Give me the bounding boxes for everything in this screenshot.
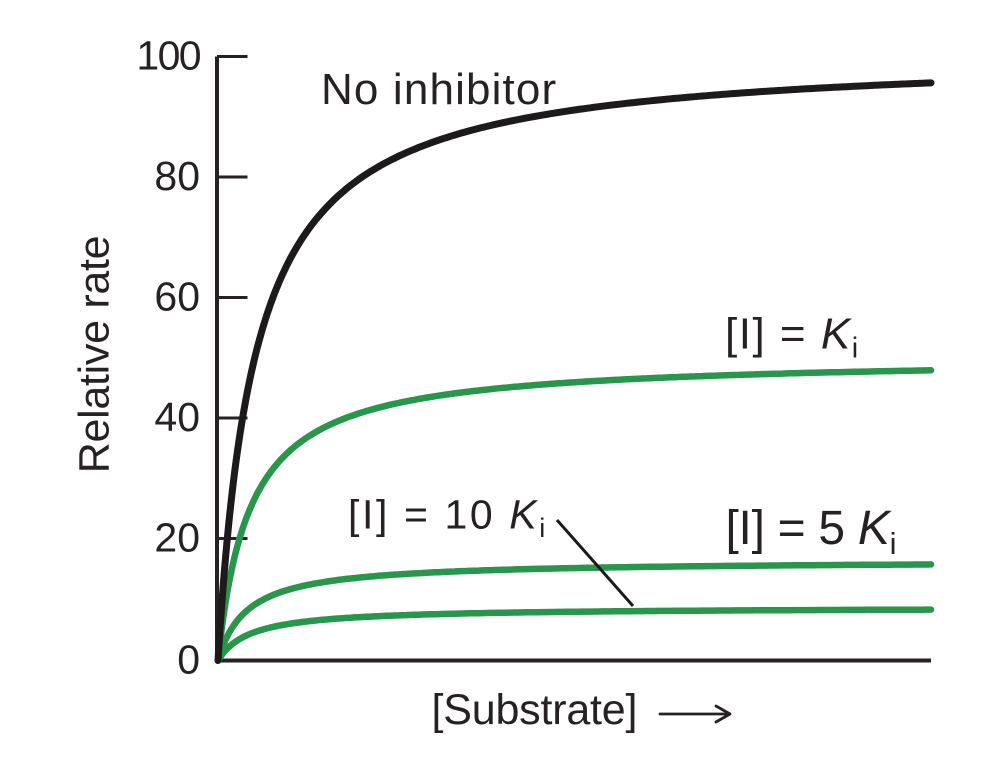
svg-text:[I] = Ki: [I] = Ki — [725, 310, 858, 365]
svg-text:80: 80 — [154, 153, 200, 199]
svg-text:20: 20 — [154, 515, 200, 561]
svg-text:[I] = 5 Ki: [I] = 5 Ki — [726, 502, 897, 561]
svg-text:[Substrate]: [Substrate] — [432, 686, 638, 734]
svg-text:No inhibitor: No inhibitor — [321, 65, 557, 114]
svg-text:60: 60 — [154, 274, 200, 320]
svg-text:Relative rate: Relative rate — [71, 236, 119, 474]
svg-text:[I] = 10 Ki: [I] = 10 Ki — [348, 492, 545, 544]
svg-text:0: 0 — [177, 637, 200, 683]
svg-text:40: 40 — [154, 394, 200, 440]
svg-text:100: 100 — [136, 33, 200, 79]
